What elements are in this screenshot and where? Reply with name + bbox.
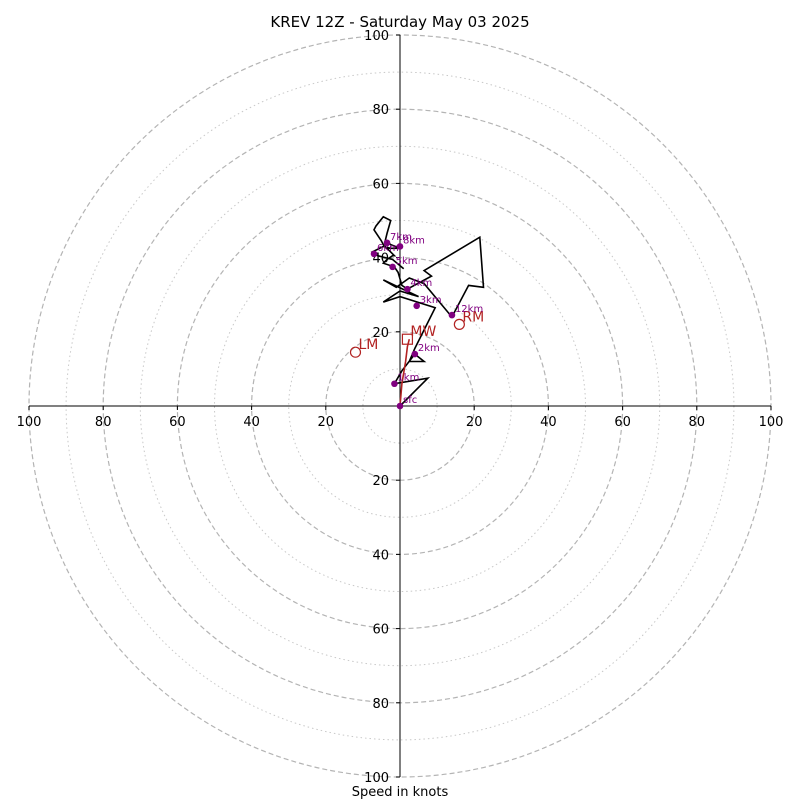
y-tick-label: 80 bbox=[372, 103, 389, 118]
height-marker-7km bbox=[383, 239, 391, 247]
height-label-7km: 7km bbox=[390, 232, 412, 243]
height-label-1km: 1km bbox=[397, 373, 419, 384]
y-tick-label: 60 bbox=[372, 177, 389, 192]
x-axis-label: Speed in knots bbox=[352, 785, 449, 800]
y-tick-label: 100 bbox=[364, 771, 389, 786]
height-label-2km: 2km bbox=[418, 343, 440, 354]
height-label-4km: 4km bbox=[410, 278, 432, 289]
height-marker-8km bbox=[396, 243, 404, 250]
y-tick-label: 20 bbox=[372, 474, 389, 489]
right-mover-marker bbox=[453, 318, 465, 330]
chart-title: KREV 12Z - Saturday May 03 2025 bbox=[270, 13, 529, 31]
x-tick-label: 40 bbox=[540, 415, 557, 430]
x-tick-label: 20 bbox=[466, 415, 483, 430]
height-label-6km: 6km bbox=[377, 243, 399, 254]
height-marker-sfc bbox=[396, 402, 404, 410]
height-label-sfc: sfc bbox=[403, 395, 417, 406]
height-label-3km: 3km bbox=[420, 295, 442, 306]
x-tick-label: 80 bbox=[689, 415, 706, 430]
height-marker-3km bbox=[413, 302, 420, 310]
left-mover-marker bbox=[349, 346, 362, 358]
x-tick-label: 20 bbox=[318, 415, 335, 430]
y-tick-label: 20 bbox=[372, 326, 389, 341]
height-marker-12km bbox=[448, 311, 456, 319]
left-mover-label: LM bbox=[358, 337, 378, 353]
height-marker-5km bbox=[389, 263, 396, 271]
x-tick-label: 100 bbox=[759, 415, 784, 430]
y-tick-label: 100 bbox=[364, 29, 389, 44]
y-tick-label: 60 bbox=[372, 623, 389, 638]
height-marker-4km bbox=[404, 285, 411, 293]
height-label-12km: 12km bbox=[455, 304, 483, 315]
height-marker-2km bbox=[411, 350, 419, 358]
right-mover-label: RM bbox=[462, 309, 484, 325]
x-tick-label: 60 bbox=[169, 415, 186, 430]
x-tick-label: 40 bbox=[243, 415, 260, 430]
y-tick-label: 80 bbox=[372, 697, 389, 712]
x-tick-label: 100 bbox=[17, 415, 42, 430]
height-label-8km: 8km bbox=[403, 235, 425, 246]
mean-wind-marker bbox=[401, 333, 414, 345]
x-tick-label: 60 bbox=[614, 415, 631, 430]
y-tick-label: 40 bbox=[372, 548, 389, 563]
height-marker-6km bbox=[370, 250, 378, 258]
height-label-5km: 5km bbox=[396, 256, 418, 267]
mean-wind-label: MW bbox=[410, 324, 436, 340]
height-marker-1km bbox=[391, 380, 398, 388]
x-tick-label: 80 bbox=[95, 415, 112, 430]
